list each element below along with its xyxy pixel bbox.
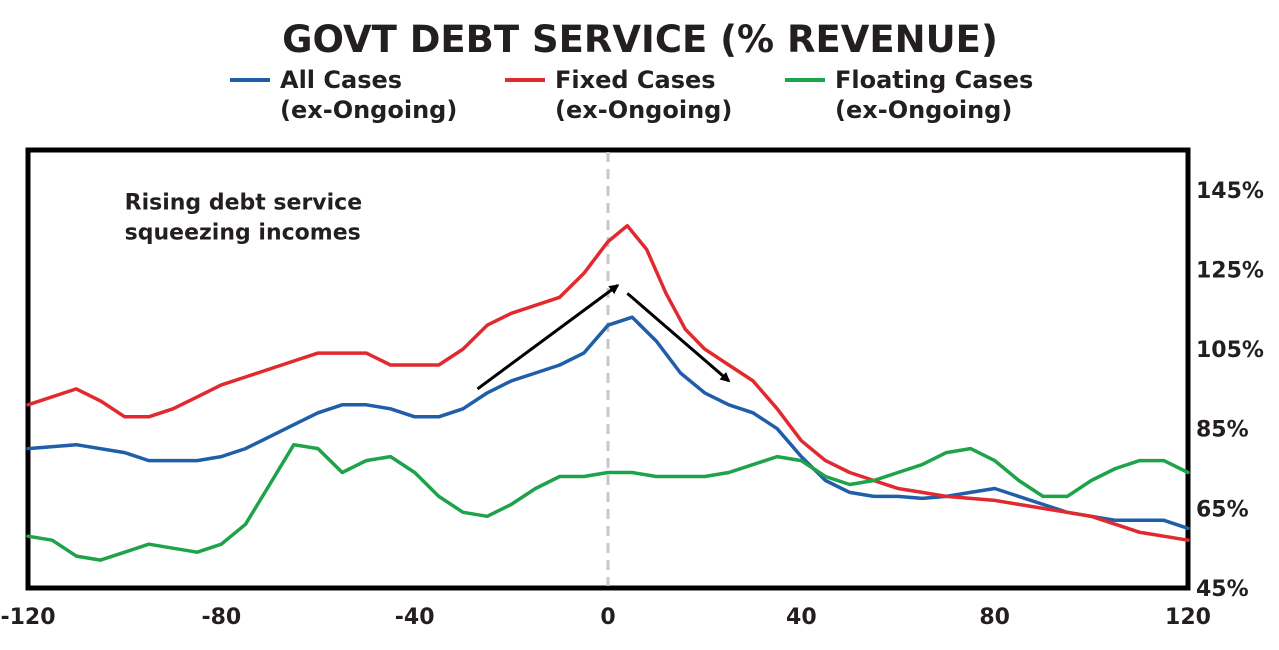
- series-line-0: [26, 315, 1190, 531]
- x-tick-label: 0: [600, 605, 615, 630]
- legend-item-1: Fixed Cases (ex-Ongoing): [505, 66, 732, 124]
- legend-item-2: Floating Cases (ex-Ongoing): [785, 66, 1033, 124]
- legend-label-line: Floating Cases: [835, 66, 1033, 94]
- y-tick-label: 85%: [1196, 418, 1249, 443]
- legend-label: All Cases (ex-Ongoing): [280, 66, 457, 124]
- legend-label: Floating Cases (ex-Ongoing): [835, 66, 1033, 124]
- x-tick-label: 40: [786, 605, 817, 630]
- chart-title: GOVT DEBT SERVICE (% REVENUE): [282, 18, 998, 61]
- legend-label-line: Fixed Cases: [555, 66, 716, 94]
- legend-label-line: (ex-Ongoing): [555, 96, 732, 124]
- x-tick-label: -40: [395, 605, 435, 630]
- x-axis: -120 -80 -40 0 40 80 120: [0, 605, 1211, 630]
- y-axis: 45% 65% 85% 105% 125% 145%: [1196, 179, 1264, 602]
- x-tick-label: 80: [979, 605, 1010, 630]
- series-line-1: [26, 223, 1190, 542]
- legend-label: Fixed Cases (ex-Ongoing): [555, 66, 732, 124]
- y-tick-label: 105%: [1196, 338, 1264, 363]
- x-tick-label: -80: [201, 605, 241, 630]
- legend-label-line: (ex-Ongoing): [280, 96, 457, 124]
- annotation-text: Rising debt service squeezing incomes: [125, 191, 363, 246]
- annotation-line-1: squeezing incomes: [125, 221, 361, 246]
- plot-area: Rising debt service squeezing incomes: [25, 147, 1191, 591]
- y-tick-label: 145%: [1196, 179, 1264, 204]
- legend-item-0: All Cases (ex-Ongoing): [230, 66, 457, 124]
- annotation-arrow-0: [476, 284, 620, 391]
- series-line-2: [26, 442, 1190, 562]
- y-tick-label: 65%: [1196, 497, 1249, 522]
- legend-label-line: (ex-Ongoing): [835, 96, 1012, 124]
- x-tick-label: 120: [1165, 605, 1211, 630]
- x-tick-label: -120: [0, 605, 55, 630]
- legend-label-line: All Cases: [280, 66, 402, 94]
- y-tick-label: 45%: [1196, 577, 1249, 602]
- plot-frame: [25, 147, 1191, 591]
- annotation-line-0: Rising debt service: [125, 191, 363, 216]
- y-tick-label: 125%: [1196, 258, 1264, 283]
- legend: All Cases (ex-Ongoing)Fixed Cases (ex-Ongo…: [230, 66, 1033, 124]
- annotation-arrow-1: [626, 292, 731, 383]
